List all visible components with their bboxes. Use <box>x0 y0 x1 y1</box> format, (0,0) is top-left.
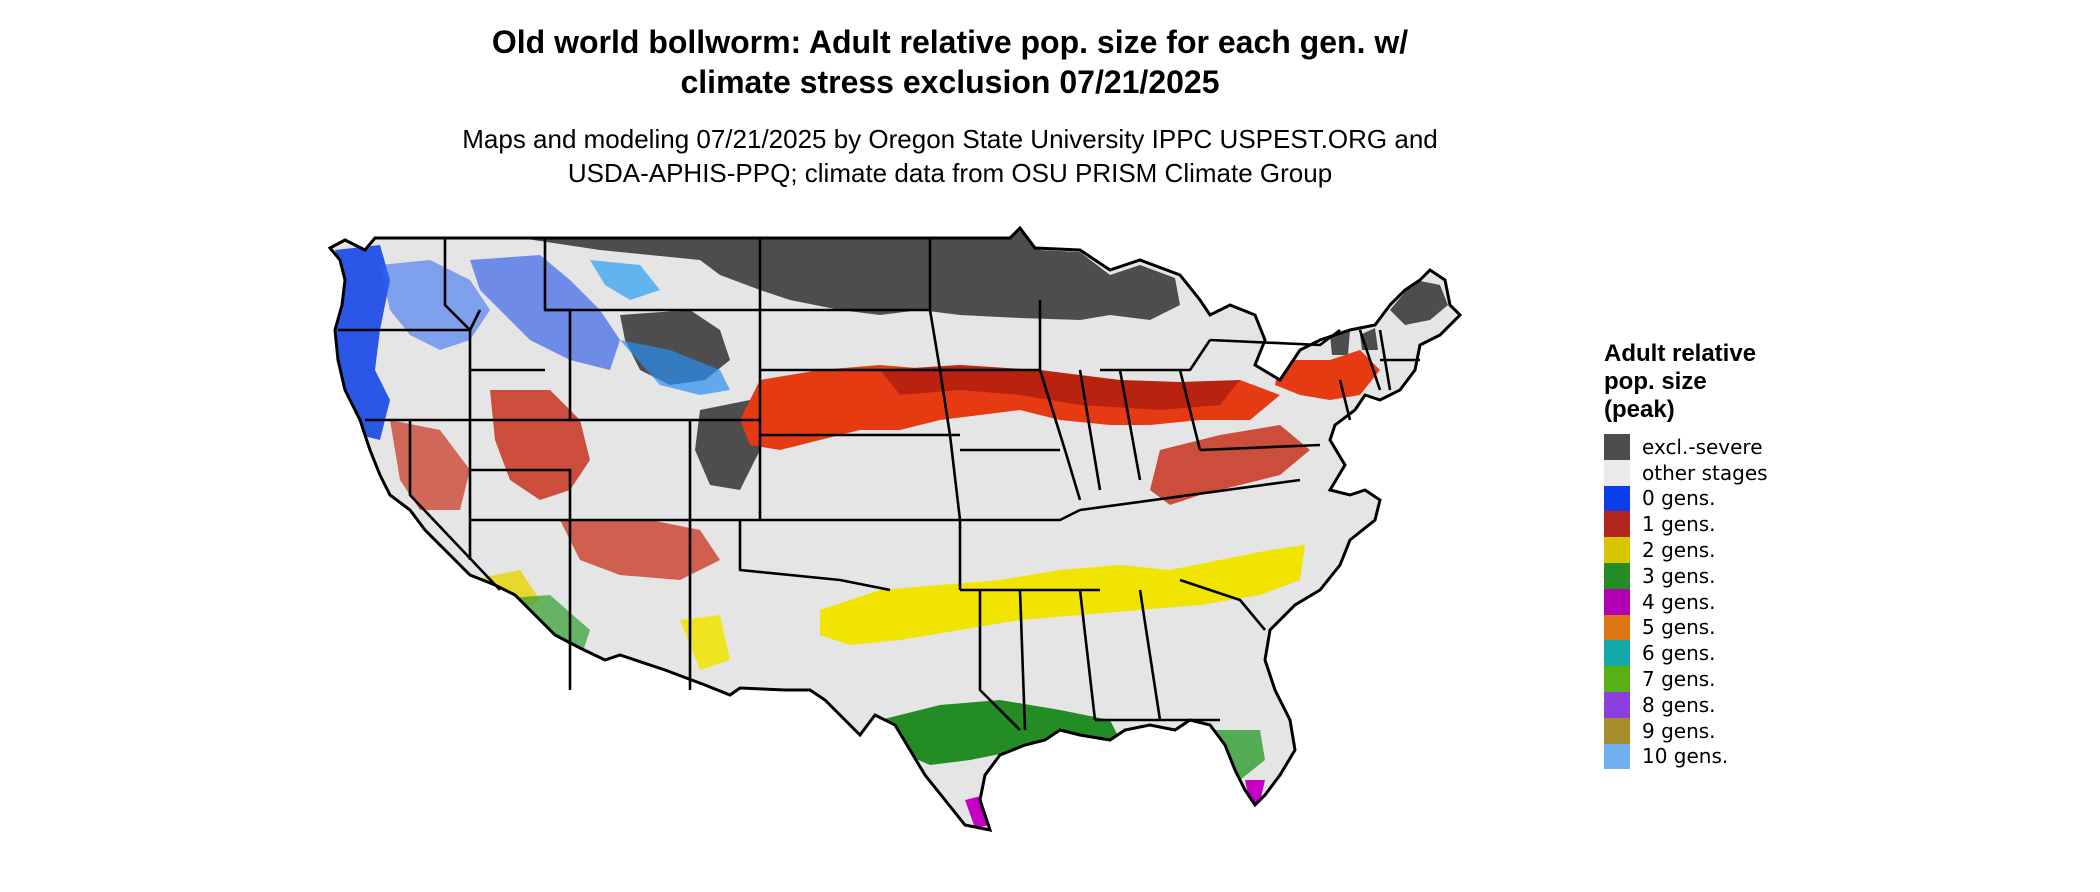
legend-label: 4 gens. <box>1642 589 1716 614</box>
border-pa-md <box>1199 443 1321 452</box>
map-subtitle: Maps and modeling 07/21/2025 by Oregon S… <box>0 122 1900 190</box>
border-wi-il <box>1038 300 1082 501</box>
zero-gen-coast <box>335 245 390 440</box>
legend-label: other stages <box>1642 460 1768 485</box>
legend-swatch <box>1604 717 1630 744</box>
border-ky-tn-nc <box>1079 478 1301 512</box>
legend-swatch <box>1604 511 1630 538</box>
legend-swatch <box>1604 537 1630 563</box>
legend-label: 0 gens. <box>1642 486 1716 511</box>
legend-label: 6 gens. <box>1642 641 1716 666</box>
other-stages-area <box>330 228 1460 830</box>
legend-item: 1 gens. <box>1604 511 1844 538</box>
legend-label: 3 gens. <box>1642 563 1716 588</box>
zero-gen-idaho <box>470 255 620 370</box>
map-fill-layer <box>330 228 1460 830</box>
border-oh-pa <box>1178 369 1202 451</box>
legend-item: 2 gens. <box>1604 537 1844 563</box>
map-legend: Adult relative pop. size (peak) excl.-se… <box>1604 340 1844 770</box>
legend-swatch <box>1604 485 1630 512</box>
legend-swatch <box>1604 614 1630 641</box>
legend-item: 3 gens. <box>1604 562 1844 589</box>
legend-item: 0 gens. <box>1604 485 1844 512</box>
border-mo-ar <box>960 508 1081 522</box>
zero-gen-wyoming <box>620 340 730 395</box>
legend-item: 9 gens. <box>1604 717 1844 744</box>
map-subtitle-line-2: USDA-APHIS-PPQ; climate data from OSU PR… <box>567 158 1333 188</box>
map-title: Old world bollworm: Adult relative pop. … <box>0 22 1900 102</box>
legend-label: 8 gens. <box>1642 692 1716 717</box>
legend-label: 10 gens. <box>1642 744 1729 769</box>
one-gen-northeast <box>1275 350 1380 400</box>
border-mi <box>1100 339 1212 372</box>
legend-label: 5 gens. <box>1642 615 1716 640</box>
legend-title-line-3: (peak) <box>1604 396 1675 423</box>
one-gen-great-basin <box>490 390 590 500</box>
legend-items: excl.-severe other stages 0 gens. 1 gens. 2 … <box>1604 434 1844 770</box>
border-in-oh <box>1118 369 1142 481</box>
one-gen-four-corners <box>560 520 720 580</box>
us-map <box>327 225 1463 832</box>
border-nj <box>1338 379 1352 421</box>
one-gen-appalachia <box>1150 425 1310 505</box>
legend-label: excl.-severe <box>1642 434 1763 459</box>
border-new-england <box>1358 329 1382 391</box>
legend-label: 7 gens. <box>1642 667 1716 692</box>
legend-swatch <box>1604 588 1630 615</box>
border-il-in <box>1078 369 1102 491</box>
legend-label: 2 gens. <box>1642 538 1716 563</box>
border-ms-al <box>1078 589 1097 721</box>
one-gen-midwest-band <box>740 365 1280 450</box>
map-title-line-1: Old world bollworm: Adult relative pop. … <box>491 24 1409 60</box>
map-subtitle-line-1: Maps and modeling 07/21/2025 by Oregon S… <box>462 124 1438 154</box>
excl-severe-northern-plains <box>520 228 1180 320</box>
excl-severe-maine <box>1390 280 1448 325</box>
two-gen-south-band <box>820 545 1305 645</box>
legend-swatch <box>1604 666 1630 692</box>
border-mn-ia-mo <box>928 309 962 590</box>
legend-item: 6 gens. <box>1604 640 1844 667</box>
map-title-line-2: climate stress exclusion 07/21/2025 <box>680 64 1220 100</box>
border-ny-pa <box>1209 328 1341 347</box>
border-al-ga <box>1138 589 1162 721</box>
legend-swatch <box>1604 640 1630 667</box>
legend-label: 1 gens. <box>1642 512 1716 537</box>
legend-title: Adult relative pop. size (peak) <box>1604 340 1844 424</box>
legend-item: 10 gens. <box>1604 743 1844 770</box>
legend-label: 9 gens. <box>1642 718 1716 743</box>
legend-swatch <box>1604 459 1630 486</box>
legend-item: 7 gens. <box>1604 666 1844 692</box>
legend-item: 8 gens. <box>1604 691 1844 718</box>
legend-swatch <box>1604 743 1630 770</box>
legend-item: 5 gens. <box>1604 614 1844 641</box>
border-ok-tx <box>738 520 891 592</box>
legend-item: 4 gens. <box>1604 588 1844 615</box>
border-ar-la <box>978 590 1021 731</box>
zero-gen-cascades <box>380 260 490 350</box>
state-borders <box>338 238 1420 731</box>
border-sc-nc <box>1179 578 1266 631</box>
zero-gen-montana <box>590 260 660 300</box>
one-gen-midwest-core <box>880 365 1240 410</box>
legend-item: excl.-severe <box>1604 434 1844 460</box>
legend-title-line-2: pop. size <box>1604 368 1707 395</box>
legend-swatch <box>1604 434 1630 460</box>
border-ut <box>470 468 690 522</box>
legend-title-line-1: Adult relative <box>1604 340 1757 367</box>
two-gen-new-mexico <box>680 615 730 670</box>
border-ms-la <box>1018 589 1027 731</box>
legend-swatch <box>1604 562 1630 589</box>
border-idaho <box>443 238 545 372</box>
legend-swatch <box>1604 691 1630 718</box>
legend-item: other stages <box>1604 459 1844 486</box>
